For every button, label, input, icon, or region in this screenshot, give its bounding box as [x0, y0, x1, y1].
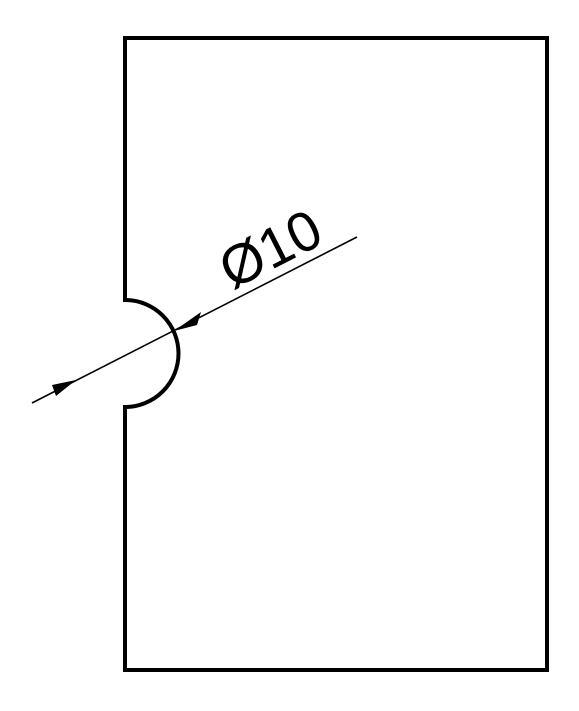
part-outline	[123, 36, 549, 672]
dimension-arrow-right	[174, 312, 201, 331]
dimension-arrow-left	[52, 380, 76, 396]
dimension-label: Ø10	[209, 196, 332, 300]
